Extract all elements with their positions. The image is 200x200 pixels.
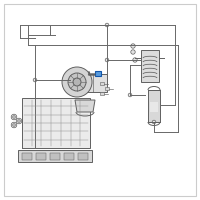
Bar — [100, 82, 104, 85]
Bar — [150, 102, 158, 112]
Circle shape — [128, 93, 132, 97]
Circle shape — [73, 78, 81, 86]
Circle shape — [13, 124, 15, 126]
Circle shape — [131, 44, 135, 48]
Circle shape — [133, 58, 137, 62]
Circle shape — [62, 67, 92, 97]
Bar — [22, 153, 32, 160]
Bar — [18, 150, 92, 162]
Circle shape — [88, 72, 90, 73]
Bar — [148, 90, 160, 122]
Bar — [64, 153, 74, 160]
Circle shape — [68, 73, 86, 91]
Bar — [22, 98, 90, 148]
Bar — [78, 153, 88, 160]
Circle shape — [13, 116, 15, 118]
Bar — [141, 50, 159, 82]
Circle shape — [18, 120, 20, 122]
Circle shape — [105, 23, 109, 27]
Polygon shape — [75, 100, 95, 112]
Circle shape — [11, 114, 17, 120]
Circle shape — [88, 74, 90, 75]
Bar — [36, 153, 46, 160]
Circle shape — [11, 122, 17, 128]
Circle shape — [16, 118, 22, 124]
Bar — [85, 74, 107, 92]
Circle shape — [131, 50, 135, 54]
Bar — [100, 92, 104, 95]
Bar — [95, 71, 101, 76]
Bar — [105, 87, 109, 90]
Circle shape — [105, 58, 109, 62]
Bar — [50, 153, 60, 160]
Circle shape — [33, 78, 37, 82]
Circle shape — [152, 120, 156, 124]
